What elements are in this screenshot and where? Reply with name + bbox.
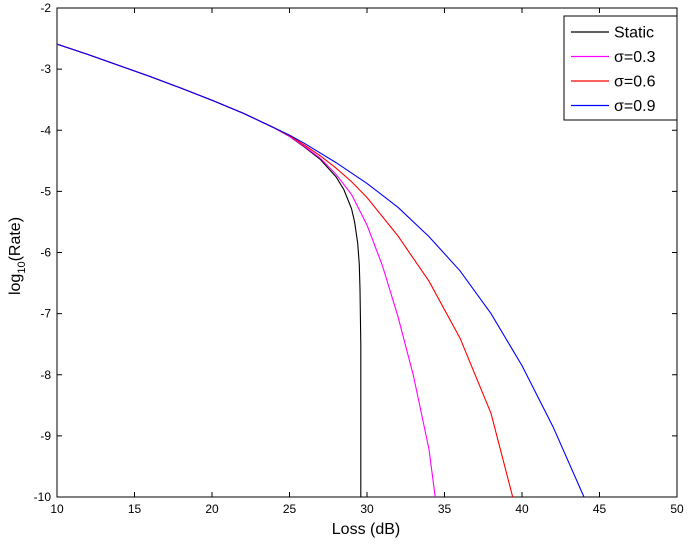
x-axis-label: Loss (dB) [332, 521, 400, 538]
y-tick-label: -6 [40, 246, 51, 260]
y-tick-label: -4 [40, 123, 51, 137]
series-line-3 [56, 43, 585, 498]
legend-label-2: σ=0.6 [614, 74, 656, 91]
y-tick-label: -3 [40, 62, 51, 76]
x-ticks: 10 15 20 25 30 35 40 45 50 [50, 8, 684, 516]
series-line-2 [56, 43, 514, 498]
series-layer [56, 43, 585, 498]
x-tick-label: 20 [205, 502, 219, 516]
legend-items: Static σ=0.3 σ=0.6 σ=0.9 [571, 25, 656, 115]
y-tick-label: -7 [40, 307, 51, 321]
x-tick-label: 25 [283, 502, 297, 516]
legend-label-3: σ=0.9 [614, 98, 656, 115]
legend-label-0: Static [614, 25, 654, 42]
y-tick-label: -2 [40, 1, 51, 15]
y-ticks: -2 -3 -4 -5 -6 -7 -8 -9 -10 [34, 1, 677, 504]
x-tick-label: 45 [593, 502, 607, 516]
x-tick-label: 15 [128, 502, 142, 516]
x-tick-label: 50 [670, 502, 684, 516]
y-axis-label-base: log [7, 274, 24, 295]
y-axis-label: log10(Rate) [7, 217, 28, 295]
y-axis-label-subscript: 10 [16, 261, 28, 273]
legend-label-1: σ=0.3 [614, 49, 656, 66]
legend-box [563, 15, 678, 121]
series-line-1 [56, 43, 436, 498]
y-tick-label: -5 [40, 184, 51, 198]
x-tick-label: 30 [360, 502, 374, 516]
x-tick-label: 10 [50, 502, 64, 516]
x-tick-label: 40 [515, 502, 529, 516]
series-line-0 [56, 43, 362, 497]
y-tick-label: -8 [40, 368, 51, 382]
y-tick-label: -9 [40, 429, 51, 443]
y-axis-label-rest: (Rate) [7, 217, 24, 261]
legend: Static σ=0.3 σ=0.6 σ=0.9 [563, 15, 678, 121]
y-tick-label: -10 [34, 490, 52, 504]
x-tick-label: 35 [438, 502, 452, 516]
